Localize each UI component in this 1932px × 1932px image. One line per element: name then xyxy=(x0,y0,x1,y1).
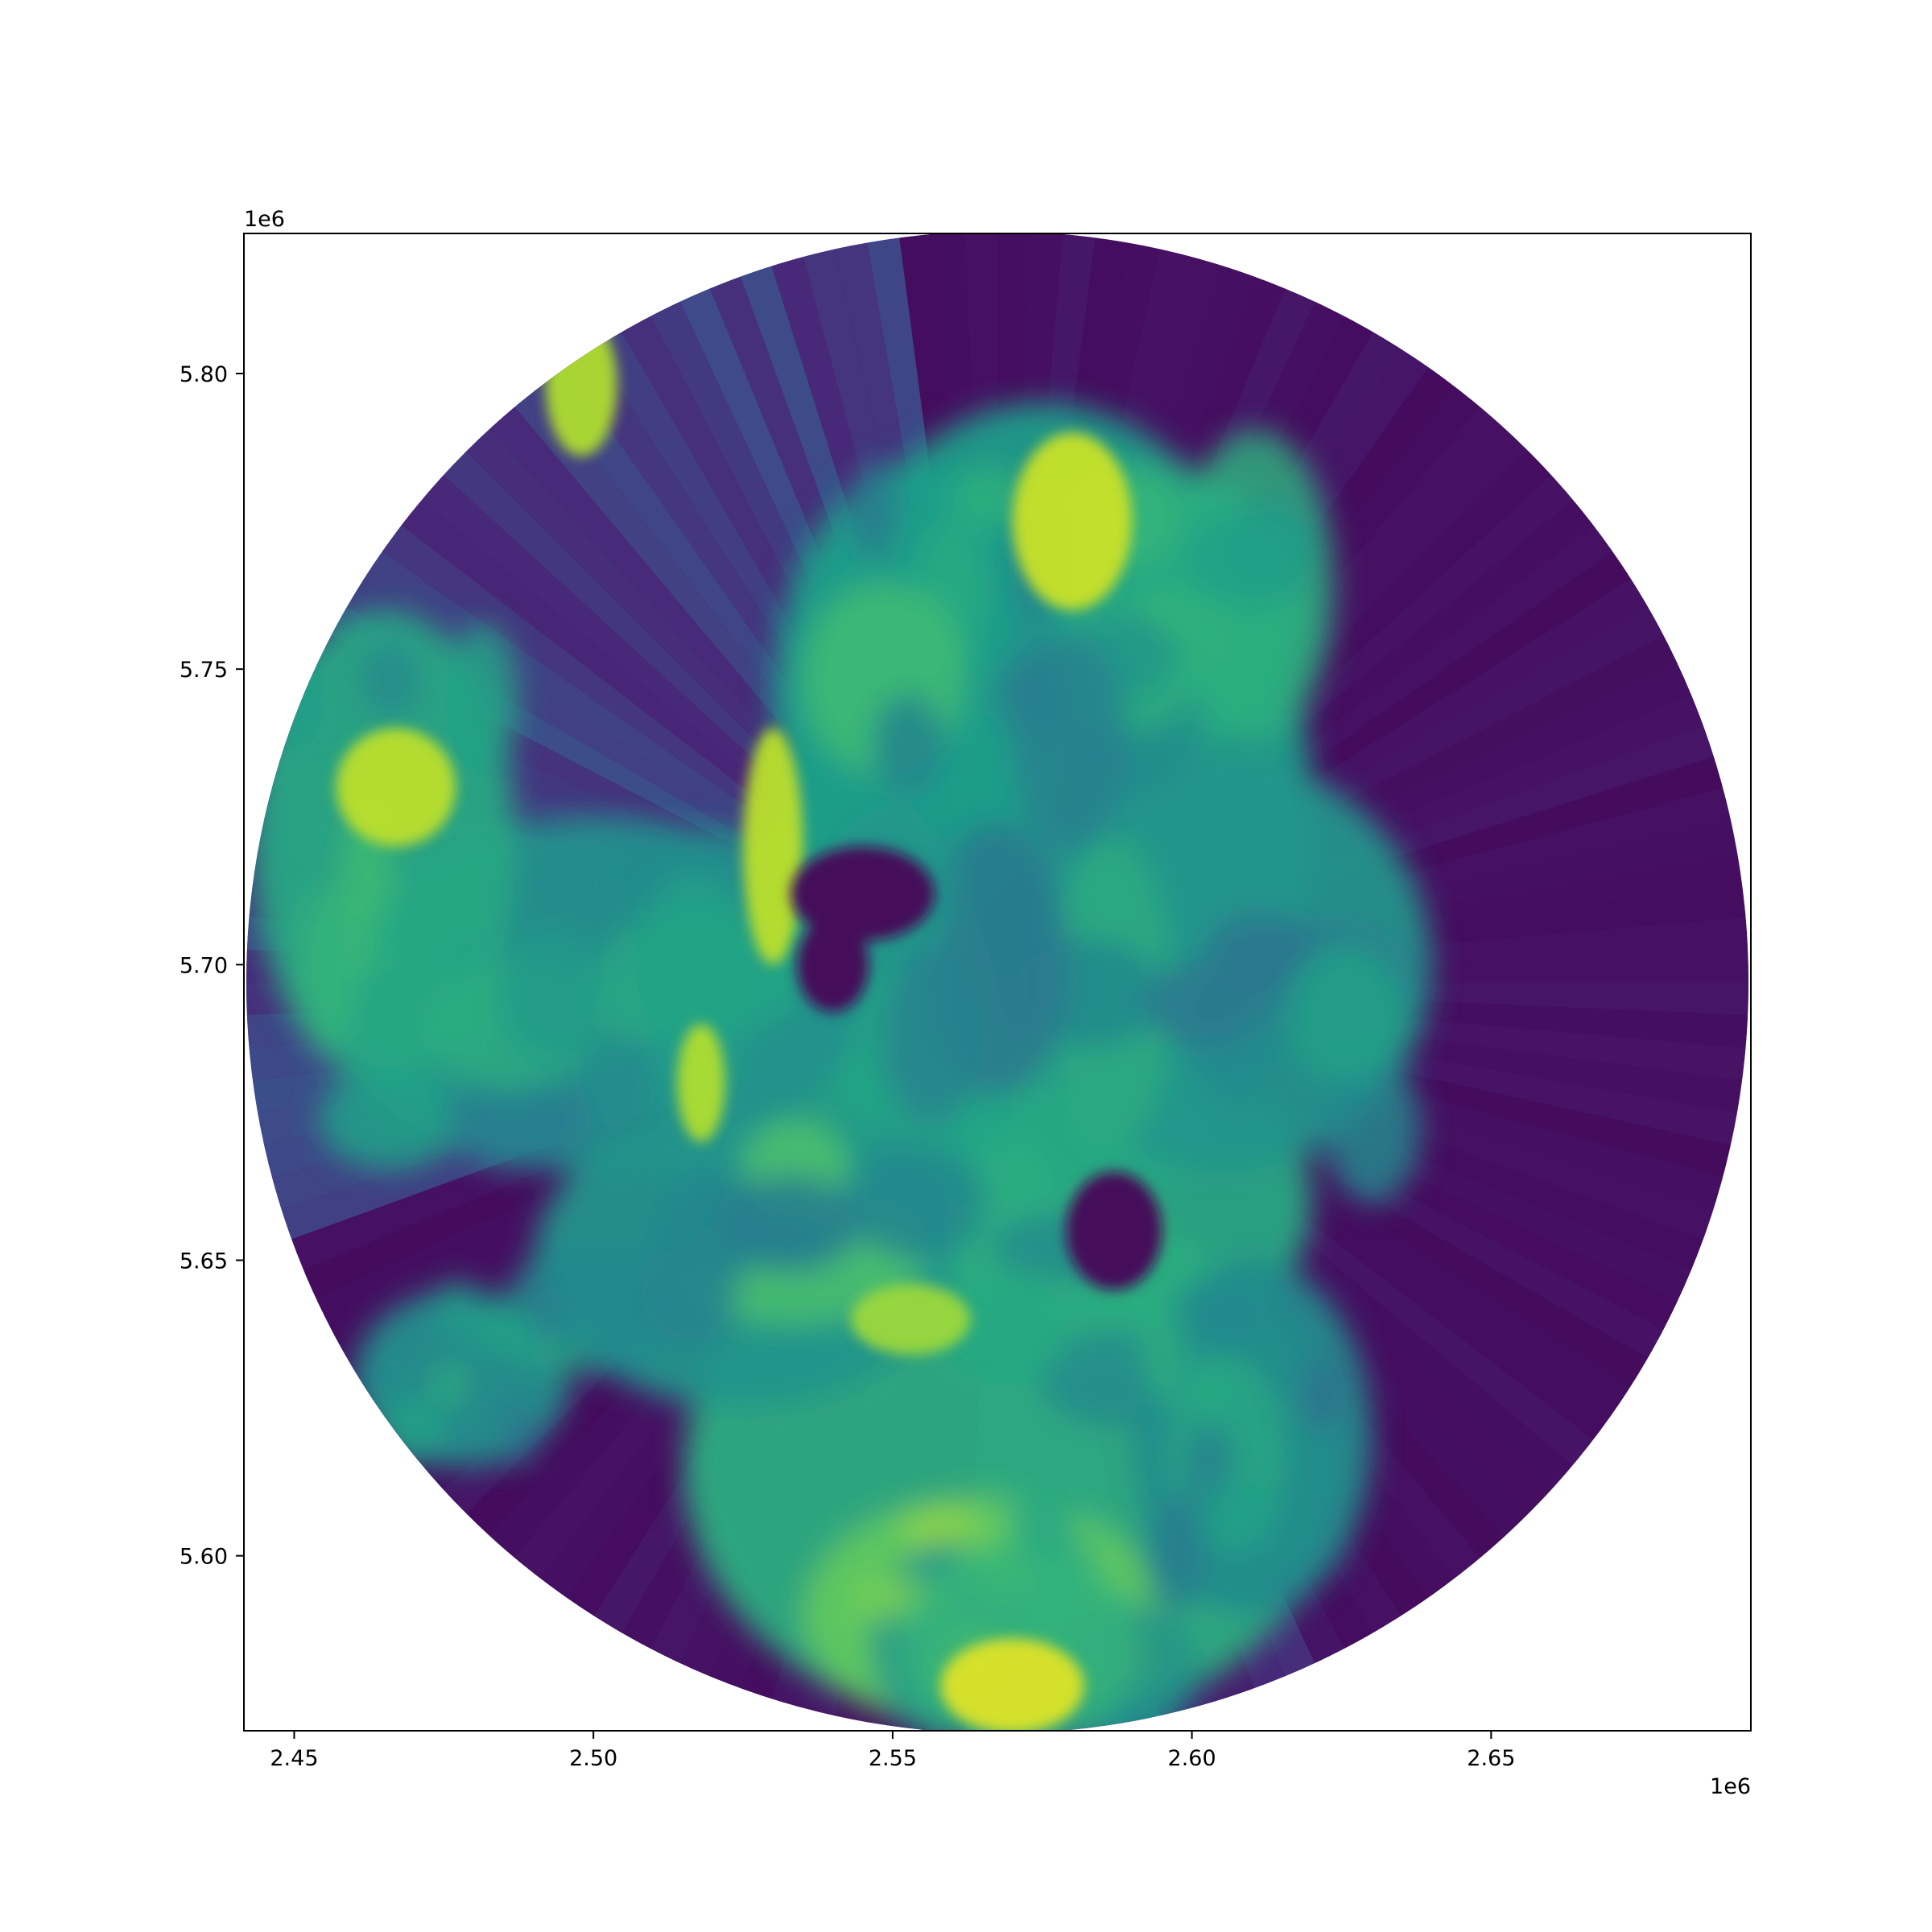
precipitation-texture xyxy=(526,1278,562,1341)
precipitation-texture xyxy=(1142,1308,1186,1404)
precipitation-texture xyxy=(318,1067,461,1170)
precipitation-texture xyxy=(1010,1488,1073,1561)
precipitation-texture xyxy=(446,623,519,778)
precipitation-texture xyxy=(1197,1480,1275,1551)
intense-cell xyxy=(545,314,617,456)
precipitation-texture xyxy=(951,465,1028,528)
dry-patch xyxy=(791,846,935,941)
precipitation-texture xyxy=(502,927,603,1061)
precipitation-texture xyxy=(716,1174,862,1273)
precipitation-texture xyxy=(965,1141,1053,1229)
precipitation-texture xyxy=(470,1304,540,1358)
intense-cell xyxy=(743,728,803,965)
precipitation-texture xyxy=(1303,1359,1341,1429)
plot-area xyxy=(246,233,1749,1731)
intense-cell xyxy=(677,1023,725,1142)
intense-cell xyxy=(1012,432,1133,610)
y-tick-label: 5.80 xyxy=(180,362,228,387)
dry-patches xyxy=(791,846,1162,1290)
precipitation-texture xyxy=(368,898,413,985)
precipitation-texture xyxy=(297,886,357,1052)
precipitation-texture xyxy=(431,1360,469,1409)
x-tick-label: 2.65 xyxy=(1467,1746,1515,1771)
precipitation-texture xyxy=(1285,943,1409,1083)
precipitation-texture xyxy=(849,460,897,559)
precipitation-texture xyxy=(436,1280,477,1338)
y-tick-label: 5.60 xyxy=(180,1545,228,1570)
precipitation-texture xyxy=(504,1406,538,1466)
precipitation-texture xyxy=(1188,1355,1231,1427)
precipitation-texture xyxy=(872,694,945,795)
precipitation-texture xyxy=(359,1353,392,1408)
y-tick-label: 5.65 xyxy=(180,1249,228,1274)
intense-cell xyxy=(336,728,456,847)
precipitation-texture xyxy=(1144,1497,1207,1611)
precipitation-texture xyxy=(1038,1331,1178,1427)
precipitation-texture xyxy=(586,1309,662,1378)
x-axis-ticks: 2.45 2.50 2.55 2.60 2.65 xyxy=(270,1731,1515,1771)
precipitation-texture xyxy=(358,638,422,720)
precipitation-texture xyxy=(1324,1055,1421,1203)
precipitation-texture xyxy=(940,1283,1066,1386)
precipitation-texture xyxy=(879,947,984,1129)
x-axis-offset-label: 1e6 xyxy=(1710,1774,1751,1799)
y-tick-label: 5.75 xyxy=(180,658,228,683)
dry-patch xyxy=(1066,1171,1162,1290)
intense-cell xyxy=(940,1638,1084,1731)
x-tick-label: 2.50 xyxy=(569,1746,617,1771)
precipitation-texture xyxy=(444,1069,592,1170)
radar-disc xyxy=(246,233,1749,1731)
precipitation-texture xyxy=(1183,509,1315,607)
precipitation-texture xyxy=(1146,960,1263,1048)
axes-frame xyxy=(243,233,1752,1732)
precipitation-texture xyxy=(379,1395,444,1465)
intense-cell xyxy=(850,1283,971,1355)
precipitation-texture xyxy=(1170,1279,1265,1360)
dry-patch xyxy=(796,917,869,1013)
y-axis-offset-label: 1e6 xyxy=(244,207,285,232)
precipitation-cells xyxy=(252,402,1431,1731)
y-axis-ticks: 5.60 5.65 5.70 5.75 5.80 xyxy=(180,362,244,1570)
precipitation-texture xyxy=(1013,632,1129,855)
x-tick-label: 2.55 xyxy=(869,1746,917,1771)
y-tick-label: 5.70 xyxy=(180,953,228,978)
precipitation-texture xyxy=(846,1144,986,1261)
x-tick-label: 2.60 xyxy=(1168,1746,1216,1771)
precipitation-texture xyxy=(269,650,325,749)
x-tick-label: 2.45 xyxy=(270,1746,318,1771)
